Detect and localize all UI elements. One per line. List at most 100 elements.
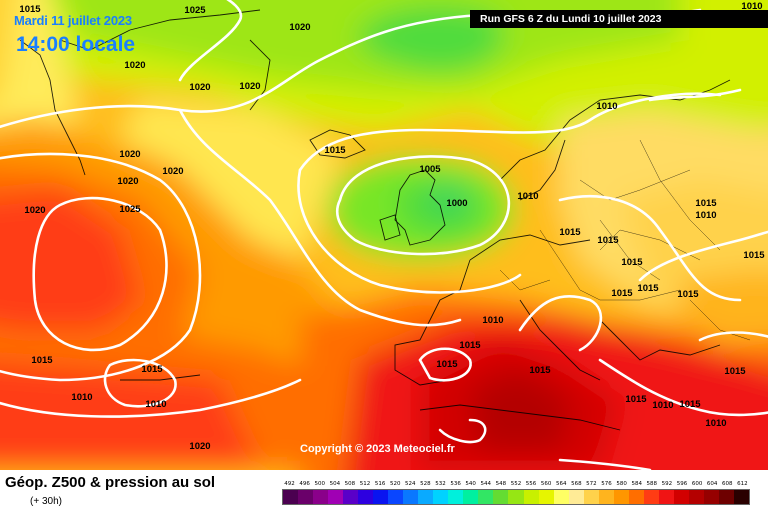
scale-tick-label: 556 [525,481,537,487]
scale-swatch [538,490,554,504]
isobar-label: 1005 [419,164,441,175]
isobar-label: 1020 [162,166,183,177]
isobar-label: 1015 [625,394,647,405]
scale-tick-label: 532 [435,481,446,487]
color-scale: 492 496 500 504 508 512 516 520 524 528 532 536 540 5… [282,479,750,507]
scale-swatch [403,490,419,504]
isobar-label: 1010 [695,210,716,221]
scale-swatch [463,490,479,504]
scale-swatch [553,490,569,504]
scale-tick-label: 520 [389,481,401,487]
isobar-label: 1015 [141,364,163,375]
scale-swatch [283,490,299,504]
scale-tick-label: 604 [706,481,718,487]
scale-swatch [583,490,599,504]
map-variable-label: Géop. Z500 & pression au sol [5,474,216,491]
isobar-label: 1015 [677,289,699,300]
isobar-label: 1015 [559,227,581,238]
isobar-label: 1025 [184,5,206,16]
scale-tick-label: 560 [540,481,552,487]
scale-tick-label: 496 [299,481,310,487]
scale-tick-label: 500 [314,481,325,487]
scale-swatch [733,490,749,504]
scale-tick-label: 528 [420,481,431,487]
scale-tick-label: 564 [555,481,567,487]
scale-tick-label: 540 [465,481,476,487]
scale-tick-label: 572 [586,481,597,487]
scale-tick-label: 612 [737,481,748,487]
isobar-label: 1010 [71,392,92,403]
scale-swatch [688,490,704,504]
isobar-label: 1015 [724,366,746,377]
scale-swatch [388,490,404,504]
scale-tick-label: 576 [601,481,612,487]
scale-swatch [328,490,344,504]
scale-swatch [418,490,434,504]
isobar-label: 1015 [637,283,659,294]
isobar-label: 1020 [119,149,140,160]
color-scale-swatches [282,489,750,505]
valid-date: Mardi 11 juillet 2023 [14,13,132,28]
isobar-label: 1020 [24,205,45,216]
scale-swatch [523,490,539,504]
scale-tick-label: 504 [329,481,341,487]
isobar-label: 1020 [117,176,138,187]
scale-tick-label: 536 [450,481,461,487]
isobar-label: 1015 [679,399,701,410]
isobar-label: 1015 [19,4,41,15]
scale-swatch [298,490,314,504]
scale-swatch [313,490,329,504]
scale-tick-label: 516 [374,481,386,487]
scale-swatch [358,490,374,504]
scale-swatch [508,490,524,504]
isobar-label: 1020 [124,60,145,71]
scale-tick-label: 524 [405,481,416,487]
scale-swatch [493,490,509,504]
scale-swatch [613,490,629,504]
scale-tick-label: 552 [510,481,522,487]
isobar-label: 1015 [597,235,619,246]
scale-swatch [628,490,644,504]
scale-swatch [658,490,674,504]
scale-swatch [448,490,464,504]
isobar-label: 1020 [239,81,260,92]
isobar-label: 1015 [324,145,346,156]
scale-tick-label: 584 [631,481,642,487]
isobar-label: 1015 [611,288,633,299]
scale-tick-label: 600 [691,481,703,487]
color-scale-ticks: 492 496 500 504 508 512 516 520 524 528 532 536 540 5… [282,479,750,489]
isobar-label: 1020 [189,82,210,93]
scale-tick-label: 592 [661,481,673,487]
scale-swatch [643,490,659,504]
scale-tick-label: 512 [359,481,371,487]
scale-swatch [433,490,449,504]
scale-tick-label: 492 [284,481,295,487]
scale-tick-label: 508 [344,481,356,487]
isobar-label: 1015 [621,257,643,268]
scale-tick-label: 588 [646,481,658,487]
isobar-label: 1020 [189,441,210,452]
valid-time: 14:00 locale [16,33,136,56]
scale-swatch [703,490,719,504]
scale-swatch [343,490,359,504]
isobar-label: 1015 [743,250,765,261]
isobar-labels: 1015 1025 1020 1020 1020 1020 1015 1020 1020 1020… [19,1,765,452]
scale-swatch [673,490,689,504]
isobar-label: 1010 [482,315,503,326]
scale-tick-label: 596 [676,481,688,487]
isobar-label: 1000 [446,198,467,209]
isobar-label: 1010 [741,1,762,12]
forecast-map: 1015 1025 1020 1020 1020 1020 1015 1020 1020 1020… [0,0,768,470]
scale-tick-label: 568 [571,481,582,487]
scale-tick-label: 580 [616,481,627,487]
scale-tick-label: 608 [722,481,733,487]
isobar-label: 1010 [517,191,538,202]
isobar-label: 1015 [529,365,551,376]
scale-swatch [718,490,734,504]
isobar-label: 1010 [145,399,166,410]
scale-tick-label: 548 [495,481,507,487]
isobar-label: 1015 [31,355,53,366]
isobar-label: 1015 [459,340,481,351]
isobar-label: 1010 [705,418,726,429]
